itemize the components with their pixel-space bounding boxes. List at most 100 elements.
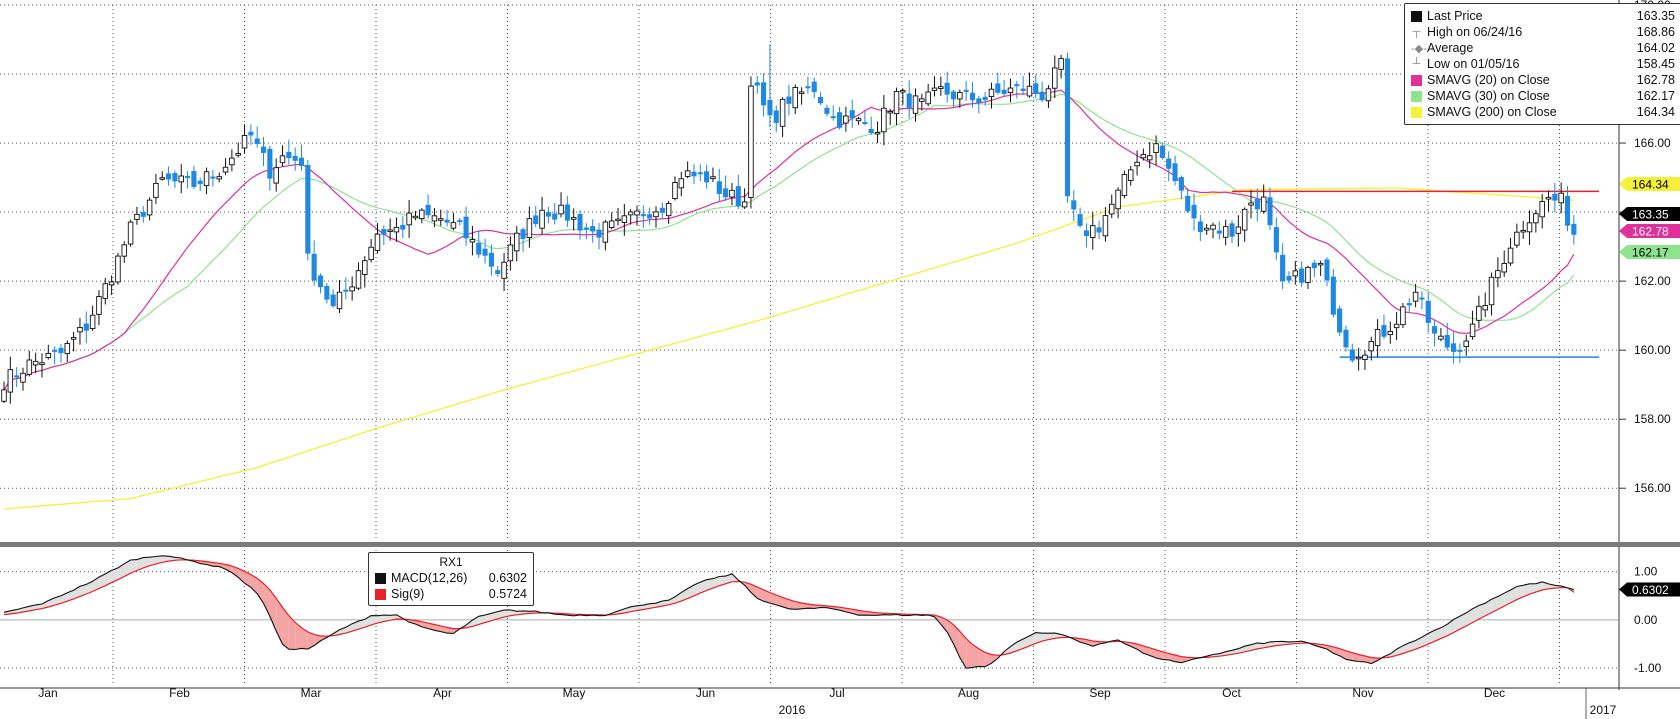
- candle-body: [317, 275, 324, 288]
- macd-fill: [947, 619, 954, 644]
- candle-body: [716, 181, 722, 194]
- candle-body: [457, 220, 463, 223]
- macd-fill: [117, 563, 125, 580]
- macd-fill: [231, 566, 239, 578]
- candle-body: [552, 213, 558, 220]
- macd-fill: [1504, 589, 1511, 607]
- candle-body: [1355, 356, 1362, 360]
- macd-fill: [1244, 644, 1252, 652]
- candle-body: [14, 375, 20, 378]
- macd-fill: [1434, 627, 1441, 642]
- candle-body: [52, 349, 58, 352]
- high-marker-icon: ┬: [1412, 26, 1421, 38]
- candle-body: [830, 116, 836, 119]
- candle-body: [1178, 177, 1184, 191]
- candle-body: [824, 107, 830, 114]
- macd-fill: [940, 616, 948, 633]
- macd-fill: [769, 592, 777, 605]
- legend-sma200-label: SMAVG (200) on Close: [1427, 105, 1557, 119]
- candle-body: [1520, 229, 1526, 233]
- candle-body: [1381, 325, 1387, 337]
- month-label: Jul: [829, 686, 844, 700]
- candle-body: [1324, 259, 1330, 281]
- macd-fill: [978, 648, 986, 667]
- month-label: Jun: [696, 686, 715, 700]
- candle-body: [634, 210, 640, 216]
- sma200-line: [3, 187, 1574, 510]
- macd-fill: [687, 584, 694, 599]
- candle-body: [476, 242, 482, 255]
- macd-fill: [1137, 644, 1144, 654]
- macd-fill: [497, 610, 505, 619]
- candle-body: [995, 83, 1001, 93]
- candle-body: [887, 111, 893, 114]
- candle-body: [1286, 276, 1292, 281]
- macd-tag: [1619, 582, 1680, 597]
- macd-fill: [295, 622, 302, 650]
- macd-fill: [1086, 639, 1093, 647]
- candle-body: [621, 215, 628, 223]
- candle-body: [1254, 198, 1260, 210]
- macd-fill: [1364, 655, 1372, 664]
- candle-body: [653, 211, 659, 218]
- candle-body: [166, 173, 172, 180]
- candle-body: [1146, 155, 1153, 161]
- candle-body: [798, 91, 805, 94]
- macd-fill: [959, 631, 967, 669]
- candle-body: [1533, 213, 1539, 224]
- candle-body: [792, 87, 799, 109]
- candle-body: [241, 135, 248, 149]
- candle-body: [330, 294, 336, 307]
- macd-fill: [1453, 616, 1460, 633]
- candle-body: [558, 204, 564, 215]
- candle-body: [1248, 202, 1254, 206]
- month-label: Aug: [958, 686, 979, 700]
- month-label: Dec: [1484, 686, 1505, 700]
- candle-body: [286, 151, 292, 159]
- price-tick-label: 156.00: [1634, 481, 1671, 495]
- price-tag-label: 164.34: [1632, 178, 1669, 192]
- candle-body: [944, 82, 950, 95]
- macd-fill: [1257, 642, 1264, 649]
- candle-body: [1191, 204, 1197, 219]
- legend-sma30: SMAVG (30) on Close 162.17: [1411, 88, 1675, 104]
- candle-body: [292, 155, 298, 161]
- price-tick-label: 158.00: [1634, 412, 1671, 426]
- candle-body: [191, 170, 197, 187]
- candle-body: [1083, 230, 1089, 236]
- candle-body: [1222, 226, 1229, 238]
- macd-fill: [1048, 633, 1055, 640]
- candle-body: [45, 352, 52, 359]
- candle-body: [881, 107, 887, 133]
- candle-body: [1317, 263, 1324, 266]
- candle-body: [273, 167, 279, 184]
- macd-fill: [1004, 646, 1011, 655]
- candle-body: [564, 204, 570, 221]
- candle-body: [684, 170, 691, 177]
- candle-body: [602, 221, 609, 243]
- macd-tick-label: 1.00: [1634, 565, 1658, 579]
- macd-fill: [1472, 605, 1479, 623]
- candle-body: [862, 122, 868, 125]
- candle-body: [324, 285, 330, 300]
- candle-body: [1260, 196, 1267, 212]
- macd-fill: [377, 615, 384, 624]
- candle-body: [906, 93, 912, 109]
- macd-fill: [1428, 630, 1435, 645]
- candle-body: [1064, 58, 1070, 197]
- candle-body: [577, 213, 583, 231]
- candle-body: [533, 215, 539, 224]
- candle-body: [349, 286, 355, 292]
- candle-body: [20, 372, 26, 383]
- candle-body: [185, 175, 191, 178]
- candle-body: [70, 337, 77, 340]
- macd-fill: [314, 634, 321, 646]
- candle-body: [1545, 196, 1552, 200]
- candle-body: [1558, 192, 1564, 204]
- macd-fill: [985, 652, 992, 667]
- candle-body: [1311, 262, 1317, 269]
- macd-fill: [1326, 645, 1334, 654]
- macd-fill: [1023, 635, 1030, 649]
- candle-body: [526, 218, 533, 238]
- macd-fill: [244, 571, 251, 588]
